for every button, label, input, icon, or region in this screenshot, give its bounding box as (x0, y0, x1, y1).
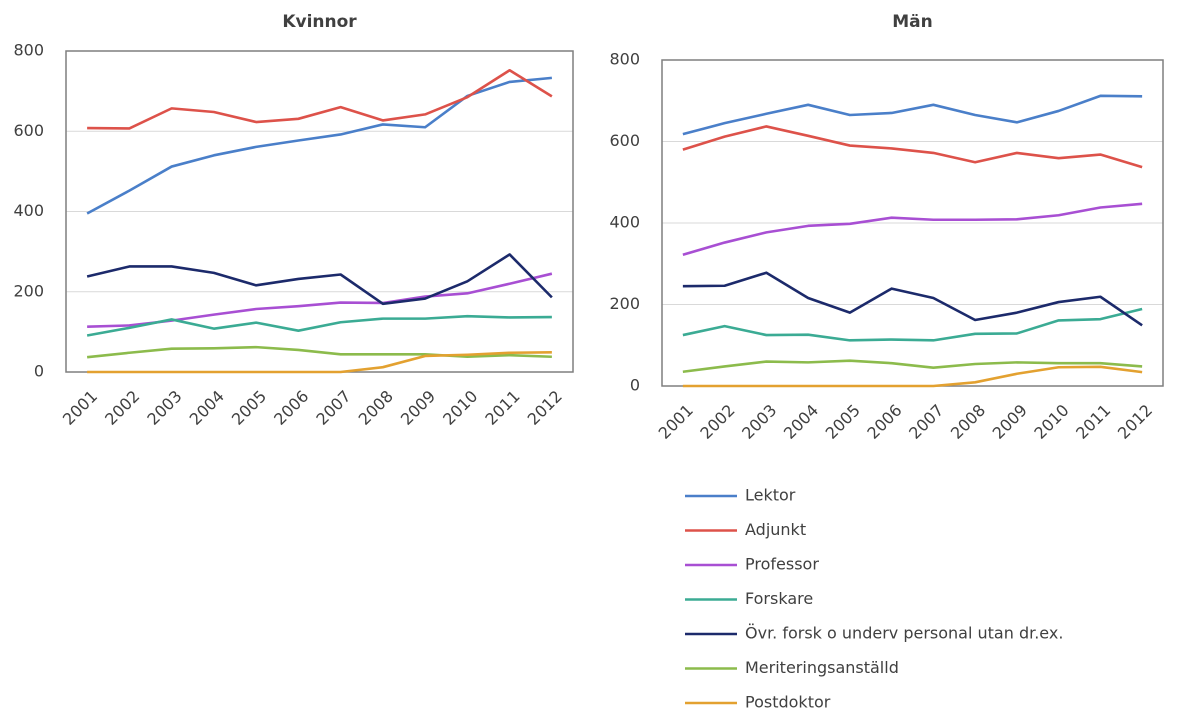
x-tick-label: 2001 (59, 387, 101, 429)
series-line (86, 253, 553, 306)
x-tick-label: 2003 (738, 401, 780, 443)
x-tick-label: 2003 (143, 387, 185, 429)
x-tick-label: 2009 (397, 387, 439, 429)
x-tick-label: 2008 (947, 401, 989, 443)
series-line (87, 68, 553, 130)
x-tick-label: 2010 (439, 387, 481, 429)
x-tick-label: 2011 (1072, 401, 1114, 443)
x-tick-label: 2002 (696, 401, 738, 443)
series-line (86, 76, 552, 215)
legend-label: Lektor (745, 486, 796, 505)
legend-label: Meriteringsanställd (745, 658, 899, 677)
x-tick-label: 2007 (312, 387, 354, 429)
y-tick-label: 600 (609, 131, 640, 150)
x-tick-label: 2008 (355, 387, 397, 429)
x-tick-label: 2007 (905, 401, 947, 443)
x-tick-label: 2011 (481, 387, 523, 429)
legend-label: Adjunkt (745, 520, 806, 539)
y-tick-label: 400 (13, 201, 44, 220)
series-line (682, 94, 1143, 136)
legend-label: Övr. forsk o underv personal utan dr.ex. (745, 624, 1063, 643)
y-tick-label: 200 (13, 281, 44, 300)
y-tick-label: 0 (630, 376, 640, 395)
x-tick-label: 2010 (1030, 401, 1072, 443)
y-tick-label: 600 (13, 121, 44, 140)
x-tick-label: 2004 (186, 387, 228, 429)
chart-title: Män (892, 12, 933, 32)
legend-label: Postdoktor (745, 693, 831, 712)
series-line (87, 272, 553, 328)
series-line (87, 351, 552, 374)
series-line (682, 307, 1143, 342)
y-tick-label: 800 (609, 50, 640, 69)
y-tick-label: 0 (34, 362, 44, 381)
x-tick-label: 2006 (863, 401, 905, 443)
series-line (86, 345, 552, 359)
x-tick-label: 2012 (1114, 401, 1156, 443)
series-line (86, 314, 552, 337)
y-tick-label: 200 (609, 294, 640, 313)
y-tick-label: 800 (13, 41, 44, 60)
legend-label: Forskare (745, 589, 813, 608)
y-tick-label: 400 (609, 213, 640, 232)
chart-title: Kvinnor (282, 12, 357, 32)
x-tick-label: 2006 (270, 387, 312, 429)
series-line (682, 365, 1143, 388)
x-tick-label: 2001 (655, 401, 697, 443)
series-line (682, 125, 1143, 169)
legend-label: Professor (745, 555, 819, 574)
series-line (682, 271, 1143, 327)
x-tick-label: 2004 (780, 401, 822, 443)
x-tick-label: 2009 (989, 401, 1031, 443)
x-tick-label: 2005 (822, 401, 864, 443)
series-line (682, 359, 1143, 374)
x-tick-label: 2005 (228, 387, 270, 429)
x-tick-label: 2002 (101, 387, 143, 429)
x-tick-label: 2012 (524, 387, 566, 429)
series-line (682, 202, 1143, 257)
